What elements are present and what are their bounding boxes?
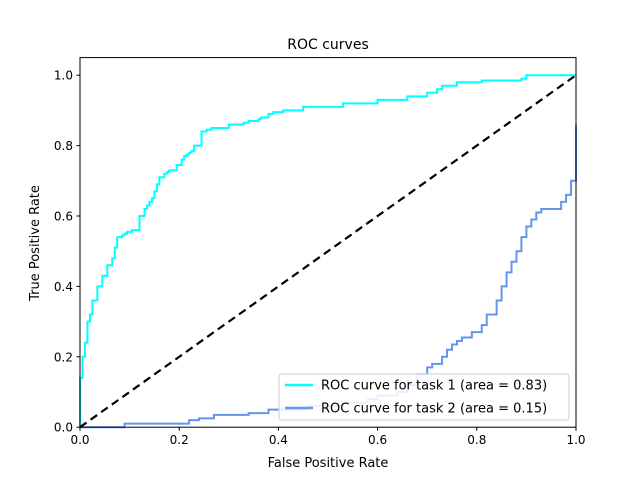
- legend: ROC curve for task 1 (area = 0.83) ROC c…: [278, 373, 570, 421]
- axes-layer: 0.0 0.2 0.4 0.6 0.8 1.0 0.0 0.2 0.4 0.6 0.8 1.0: [54, 69, 586, 448]
- y-axis-label: True Positive Rate: [28, 185, 43, 302]
- y-tick-label: 0.8: [54, 139, 73, 153]
- chart-title: ROC curves: [287, 37, 369, 53]
- x-tick-label: 0.8: [467, 433, 486, 447]
- x-tick-label: 0.6: [368, 433, 387, 447]
- x-axis-label: False Positive Rate: [268, 456, 389, 471]
- legend-label-task-1: ROC curve for task 1 (area = 0.83): [321, 379, 547, 394]
- y-tick-label: 0.2: [54, 350, 73, 364]
- plot-frame: [79, 57, 577, 428]
- x-tick-label: 1.0: [566, 433, 585, 447]
- y-tick-label: 0.4: [54, 280, 73, 294]
- legend-box: [278, 373, 570, 421]
- x-tick-label: 0.4: [269, 433, 288, 447]
- y-tick-label: 0.0: [54, 421, 73, 435]
- y-tick-label: 0.6: [54, 210, 73, 224]
- y-tick-label: 1.0: [54, 69, 73, 83]
- chance-line: [79, 74, 577, 429]
- legend-label-task-2: ROC curve for task 2 (area = 0.15): [321, 402, 547, 417]
- series-line-task-1: [79, 74, 576, 428]
- x-tick-label: 0.2: [170, 433, 189, 447]
- x-tick-label: 0.0: [70, 433, 89, 447]
